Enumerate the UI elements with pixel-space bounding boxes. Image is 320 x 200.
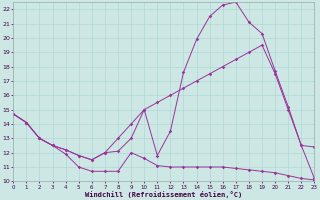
X-axis label: Windchill (Refroidissement éolien,°C): Windchill (Refroidissement éolien,°C) (85, 191, 243, 198)
